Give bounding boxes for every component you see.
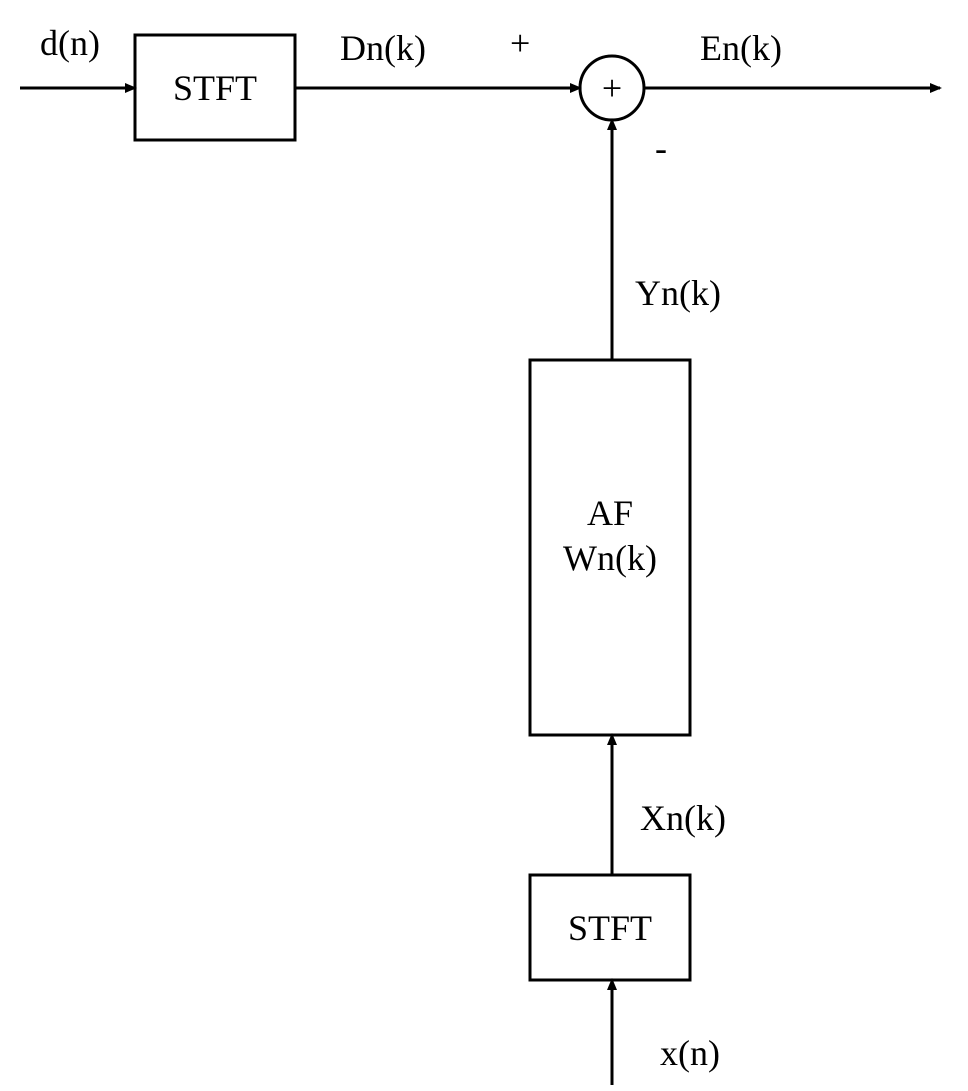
af-label-line2: Wn(k) (563, 538, 657, 578)
label-xn: x(n) (660, 1033, 720, 1073)
label-Ynk: Yn(k) (635, 273, 721, 313)
summer-plus-icon: + (602, 68, 622, 108)
label-Xnk: Xn(k) (640, 798, 726, 838)
minus-sign-bottom: - (655, 128, 667, 168)
label-dn: d(n) (40, 23, 100, 63)
af-label-line1: AF (587, 493, 633, 533)
stft1-label: STFT (173, 68, 257, 108)
stft2-label: STFT (568, 908, 652, 948)
label-Enk: En(k) (700, 28, 782, 68)
label-Dnk: Dn(k) (340, 28, 426, 68)
plus-sign-left: + (510, 23, 530, 63)
